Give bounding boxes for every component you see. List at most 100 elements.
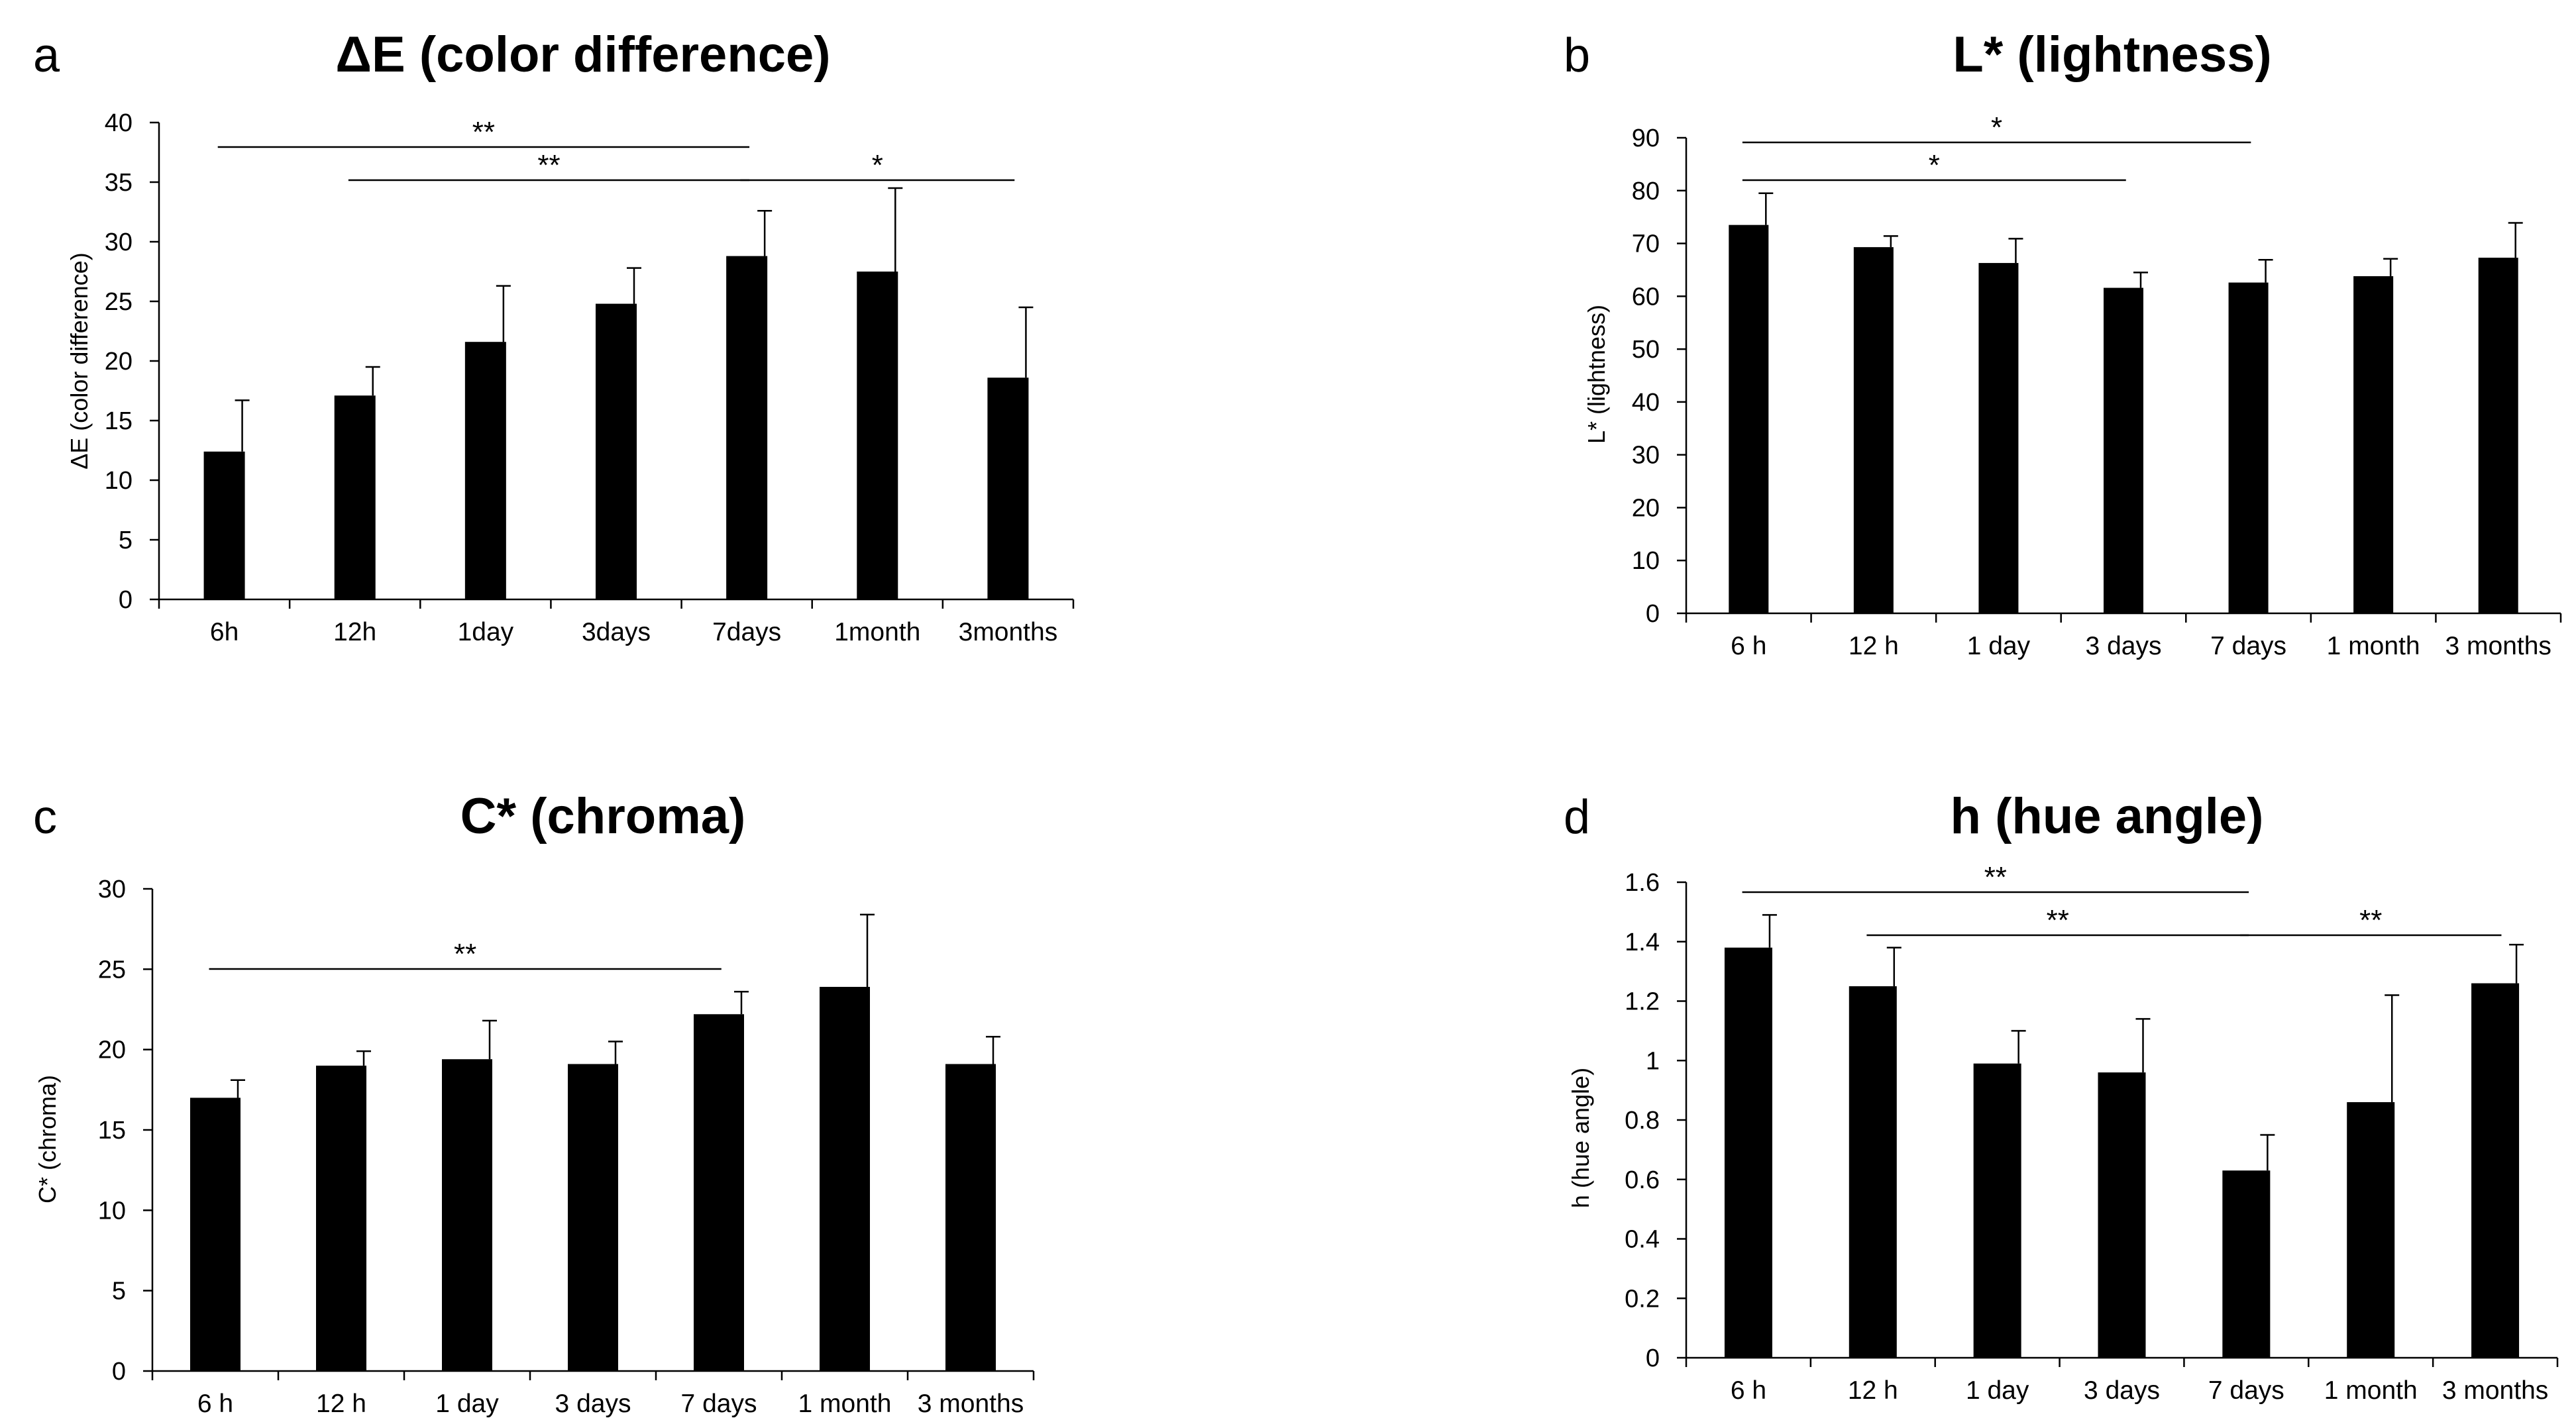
panel-letter-d: d	[1564, 791, 1590, 844]
y-tick-label: 10	[98, 1197, 126, 1225]
panel-letter-a: a	[33, 29, 60, 82]
y-tick-label: 1.2	[1625, 988, 1660, 1016]
x-tick-label: 1 month	[2327, 632, 2420, 660]
y-tick-label: 60	[1632, 283, 1660, 311]
significance-label: *	[1991, 111, 2002, 144]
x-tick-label: 12 h	[1849, 632, 1899, 660]
x-tick-label: 3 days	[2086, 632, 2162, 660]
y-tick-label: 5	[112, 1278, 126, 1305]
y-tick-label: 30	[1632, 442, 1660, 470]
y-tick-label: 25	[98, 956, 126, 984]
y-tick-label: 0	[119, 586, 133, 614]
y-tick-label: 80	[1632, 178, 1660, 205]
y-tick-label: 0.4	[1625, 1226, 1660, 1254]
x-tick-label: 12h	[333, 618, 376, 646]
x-tick-label: 3 months	[2442, 1376, 2548, 1405]
significance-label: **	[537, 149, 560, 181]
x-tick-label: 7 days	[681, 1390, 757, 1418]
significance-label: **	[454, 938, 476, 970]
bar	[726, 256, 768, 600]
y-tick-label: 30	[98, 876, 126, 903]
x-tick-label: 7 days	[2210, 632, 2286, 660]
x-tick-label: 6 h	[1731, 632, 1766, 660]
significance-label: **	[1984, 861, 2007, 893]
x-tick-label: 6h	[210, 618, 239, 646]
significance-label: *	[872, 149, 883, 181]
chart-title-c: C* (chroma)	[460, 788, 746, 844]
x-tick-label: 6 h	[197, 1390, 233, 1418]
bar	[857, 272, 898, 599]
panel-letter-c: c	[33, 791, 57, 844]
bar	[1849, 986, 1897, 1358]
bar	[1729, 225, 1769, 614]
significance-label: *	[1929, 149, 1940, 181]
y-tick-label: 20	[98, 1037, 126, 1064]
y-tick-label: 70	[1632, 230, 1660, 258]
bar	[1978, 263, 2019, 613]
x-tick-label: 7days	[712, 618, 781, 646]
y-tick-label: 0	[1646, 600, 1660, 628]
bar	[2471, 983, 2520, 1358]
bar	[203, 451, 245, 599]
bar	[2478, 258, 2518, 613]
bar	[2353, 276, 2394, 613]
x-tick-label: 6 h	[1731, 1376, 1766, 1405]
bar	[568, 1064, 618, 1371]
x-tick-label: 3 months	[2445, 632, 2551, 660]
y-tick-label: 20	[1632, 494, 1660, 522]
bar	[464, 342, 506, 599]
bar	[334, 395, 376, 599]
plot-area-b: 0 10 20 30 40 50 60 70 80 90 6 h 12 h 1 day 3 days 7 d…	[1632, 111, 2562, 660]
x-tick-label: 1 day	[435, 1390, 499, 1418]
x-tick-label: 1 month	[2324, 1376, 2418, 1405]
y-tick-label: 35	[105, 169, 133, 197]
bar	[596, 303, 637, 599]
y-tick-label: 5	[119, 527, 133, 554]
significance-label: **	[2359, 904, 2382, 937]
x-tick-label: 1day	[458, 618, 514, 646]
y-tick-label: 15	[98, 1117, 126, 1144]
bar	[1973, 1063, 2021, 1358]
x-tick-label: 3months	[959, 618, 1058, 646]
x-tick-label: 3 days	[2084, 1376, 2160, 1405]
bar	[987, 378, 1029, 599]
bar	[2347, 1102, 2395, 1358]
x-tick-label: 1 day	[1966, 1376, 2029, 1405]
y-axis-label-d: h (hue angle)	[1567, 1068, 1594, 1208]
x-tick-label: 3 days	[555, 1390, 631, 1418]
x-tick-label: 1 month	[798, 1390, 892, 1418]
panel-a: a ΔE (color difference) ΔE (color differ…	[33, 26, 1075, 646]
y-tick-label: 15	[105, 407, 133, 435]
plot-area-a: 0 5 10 15 20 25 30 35 40 6h 12h 1day 3days 7days 1mont…	[105, 109, 1075, 646]
y-tick-label: 0.8	[1625, 1107, 1660, 1135]
x-tick-label: 3 months	[918, 1390, 1024, 1418]
y-tick-label: 0.2	[1625, 1285, 1660, 1313]
y-axis-label-c: C* (chroma)	[34, 1075, 61, 1203]
bar	[1724, 947, 1772, 1358]
y-tick-label: 0.6	[1625, 1166, 1660, 1194]
y-tick-label: 90	[1632, 125, 1660, 152]
y-tick-label: 40	[1632, 389, 1660, 417]
y-axis-label-b: L* (lightness)	[1583, 305, 1610, 444]
bar	[694, 1014, 744, 1371]
bar	[316, 1065, 366, 1371]
bar	[820, 987, 870, 1371]
y-tick-label: 20	[105, 348, 133, 376]
panel-letter-b: b	[1564, 29, 1590, 82]
bar	[2104, 287, 2143, 613]
y-tick-label: 0	[112, 1358, 126, 1386]
bar	[2098, 1072, 2146, 1358]
x-tick-label: 7 days	[2208, 1376, 2284, 1405]
bar	[2222, 1170, 2271, 1358]
bar	[945, 1064, 996, 1371]
y-tick-label: 1.4	[1625, 929, 1660, 956]
significance-label: **	[472, 116, 495, 148]
panel-d: d h (hue angle) h (hue angle) 0 0.2 0.4 0.6…	[1564, 788, 2559, 1405]
y-tick-label: 30	[105, 229, 133, 256]
y-tick-label: 25	[105, 288, 133, 316]
y-tick-label: 50	[1632, 336, 1660, 364]
panel-c: c C* (chroma) C* (chroma) 0 5 10 15 20 25 30 6 …	[33, 788, 1035, 1418]
y-tick-label: 40	[105, 109, 133, 137]
panel-b: b L* (lightness) L* (lightness) 0 10 20 30 4…	[1564, 26, 2562, 660]
